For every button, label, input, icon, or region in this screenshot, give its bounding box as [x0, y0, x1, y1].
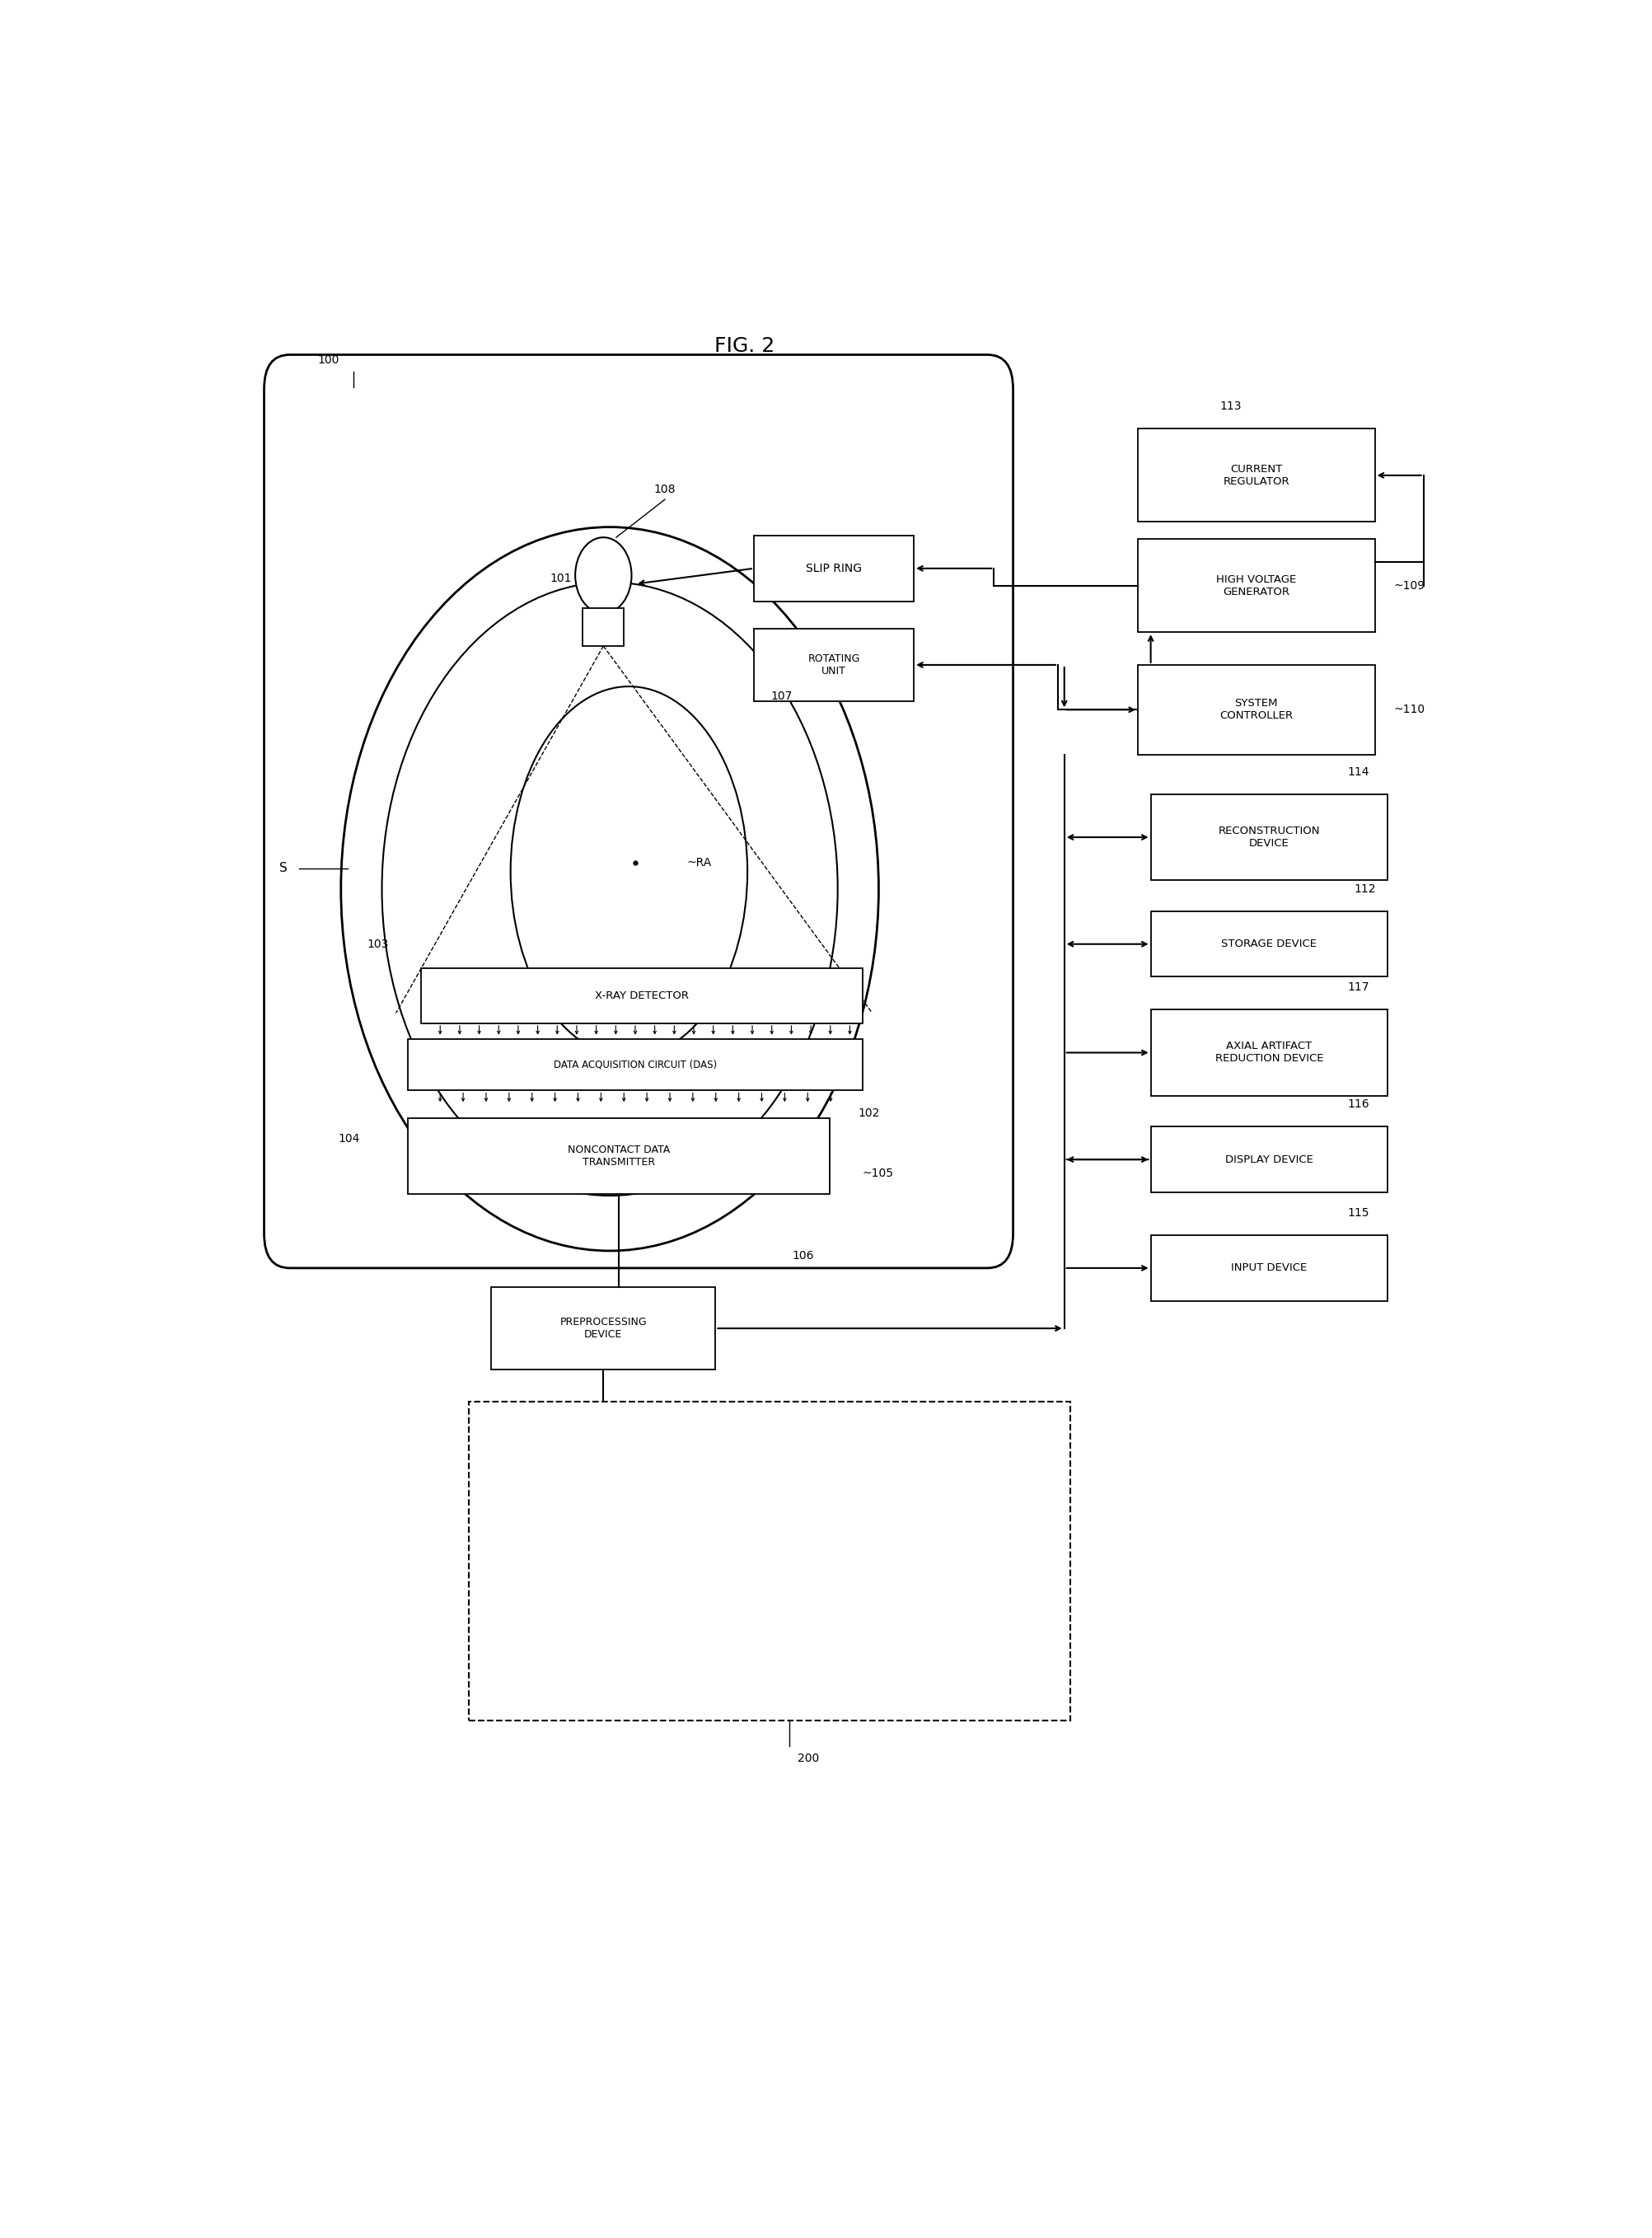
Text: 117: 117	[1348, 982, 1370, 994]
Text: 100: 100	[317, 354, 339, 365]
Text: 101: 101	[550, 573, 572, 584]
Circle shape	[575, 537, 631, 613]
Text: 103: 103	[367, 938, 388, 949]
Bar	[1138, 430, 1374, 521]
Text: S: S	[279, 862, 287, 875]
Text: ~RA: ~RA	[687, 857, 712, 868]
FancyBboxPatch shape	[264, 356, 1013, 1269]
Bar	[1151, 1009, 1388, 1097]
Text: AXIAL ARTIFACT
REDUCTION DEVICE: AXIAL ARTIFACT REDUCTION DEVICE	[1214, 1041, 1323, 1065]
Bar	[1151, 1126, 1388, 1193]
Text: DISPLAY DEVICE: DISPLAY DEVICE	[1226, 1155, 1313, 1164]
Text: 108: 108	[654, 483, 676, 495]
Bar	[491, 1287, 715, 1370]
Text: 106: 106	[793, 1251, 814, 1262]
Text: ~110: ~110	[1394, 705, 1426, 716]
Text: 112: 112	[1355, 884, 1376, 895]
Bar	[1151, 911, 1388, 976]
Text: RECONSTRUCTION
DEVICE: RECONSTRUCTION DEVICE	[1218, 826, 1320, 848]
Text: NONCONTACT DATA
TRANSMITTER: NONCONTACT DATA TRANSMITTER	[568, 1144, 671, 1168]
Text: SLIP RING: SLIP RING	[806, 562, 862, 575]
Bar	[1151, 794, 1388, 880]
Text: ~109: ~109	[1394, 580, 1426, 591]
Text: X-RAY DETECTOR: X-RAY DETECTOR	[595, 991, 689, 1000]
Text: 116: 116	[1348, 1099, 1370, 1110]
Bar	[753, 535, 914, 602]
Text: 114: 114	[1348, 765, 1370, 777]
Text: 102: 102	[857, 1108, 881, 1119]
Text: ~105: ~105	[862, 1168, 894, 1179]
Bar	[421, 969, 862, 1023]
Bar	[1138, 665, 1374, 754]
Text: 104: 104	[339, 1132, 360, 1144]
Text: ROTATING
UNIT: ROTATING UNIT	[808, 653, 861, 676]
Text: INPUT DEVICE: INPUT DEVICE	[1231, 1262, 1307, 1273]
Text: HIGH VOLTAGE
GENERATOR: HIGH VOLTAGE GENERATOR	[1216, 575, 1297, 598]
Text: 200: 200	[798, 1752, 819, 1764]
Text: FIG. 2: FIG. 2	[714, 336, 775, 356]
Text: STORAGE DEVICE: STORAGE DEVICE	[1221, 938, 1317, 949]
Bar	[408, 1038, 862, 1090]
Bar	[1138, 539, 1374, 631]
Text: SYSTEM
CONTROLLER: SYSTEM CONTROLLER	[1219, 698, 1294, 721]
Text: 115: 115	[1348, 1206, 1370, 1220]
Text: 113: 113	[1219, 401, 1242, 412]
Text: CURRENT
REGULATOR: CURRENT REGULATOR	[1222, 463, 1290, 488]
Bar	[583, 609, 624, 647]
Bar	[753, 629, 914, 700]
Bar	[469, 1401, 1070, 1721]
Bar	[408, 1119, 829, 1193]
Text: 107: 107	[771, 689, 793, 703]
Bar	[1151, 1235, 1388, 1300]
Text: PREPROCESSING
DEVICE: PREPROCESSING DEVICE	[560, 1316, 648, 1341]
Text: DATA ACQUISITION CIRCUIT (DAS): DATA ACQUISITION CIRCUIT (DAS)	[553, 1059, 717, 1070]
